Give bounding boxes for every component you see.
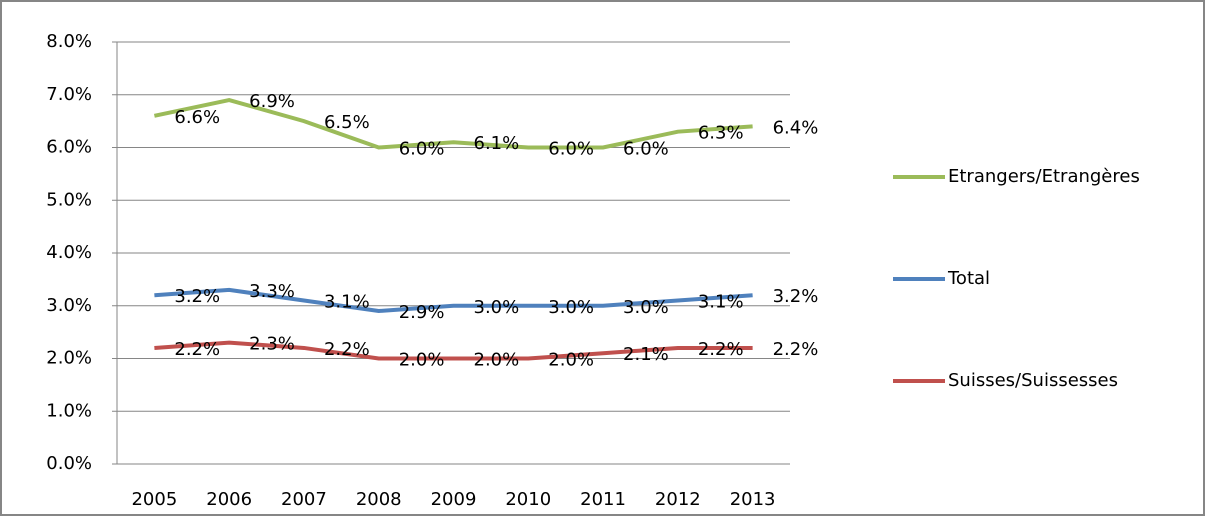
data-label: 2.2% [324, 339, 370, 360]
data-label: 6.1% [474, 133, 520, 154]
x-tick-label: 2008 [356, 489, 402, 510]
data-label: 6.0% [623, 139, 669, 160]
y-tick-label: 5.0% [46, 189, 92, 210]
x-tick-label: 2006 [206, 489, 252, 510]
y-tick-label: 8.0% [46, 31, 92, 52]
data-label: 2.2% [698, 339, 744, 360]
data-label: 6.0% [399, 139, 445, 160]
data-label: 2.2% [773, 339, 819, 360]
data-label: 2.3% [249, 334, 295, 355]
x-tick-label: 2010 [505, 489, 551, 510]
data-label: 6.4% [773, 117, 819, 138]
y-tick-label: 0.0% [46, 453, 92, 474]
x-tick-label: 2005 [131, 489, 177, 510]
data-label: 2.2% [174, 339, 220, 360]
x-tick-label: 2013 [730, 489, 776, 510]
data-label: 6.0% [548, 139, 594, 160]
data-label: 3.2% [773, 286, 819, 307]
legend-label: Etrangers/Etrangères [948, 166, 1140, 187]
data-label: 3.1% [324, 291, 370, 312]
data-label: 2.0% [399, 350, 445, 371]
data-label: 3.0% [474, 297, 520, 318]
data-label: 2.0% [474, 350, 520, 371]
y-tick-label: 3.0% [46, 295, 92, 316]
data-label: 6.6% [174, 107, 220, 128]
data-label: 3.2% [174, 286, 220, 307]
y-tick-label: 1.0% [46, 400, 92, 421]
data-label: 2.9% [399, 302, 445, 323]
y-tick-label: 2.0% [46, 348, 92, 369]
data-label: 6.5% [324, 112, 370, 133]
series-line [153, 97, 753, 150]
series-line [154, 287, 753, 314]
y-tick-label: 7.0% [46, 84, 92, 105]
y-tick-label: 4.0% [46, 242, 92, 263]
data-label: 6.9% [249, 91, 295, 112]
y-tick-label: 6.0% [46, 137, 92, 158]
legend-label: Suisses/Suissesses [948, 370, 1118, 391]
data-label: 3.1% [698, 291, 744, 312]
data-label: 3.0% [548, 297, 594, 318]
data-label: 6.3% [698, 123, 744, 144]
data-label: 3.0% [623, 297, 669, 318]
x-tick-label: 2009 [431, 489, 477, 510]
data-label: 2.0% [548, 350, 594, 371]
x-tick-label: 2012 [655, 489, 701, 510]
legend-label: Total [947, 268, 990, 289]
data-label: 2.1% [623, 344, 669, 365]
data-label: 3.3% [249, 281, 295, 302]
x-tick-label: 2011 [580, 489, 626, 510]
series-line [154, 340, 753, 361]
x-tick-label: 2007 [281, 489, 327, 510]
